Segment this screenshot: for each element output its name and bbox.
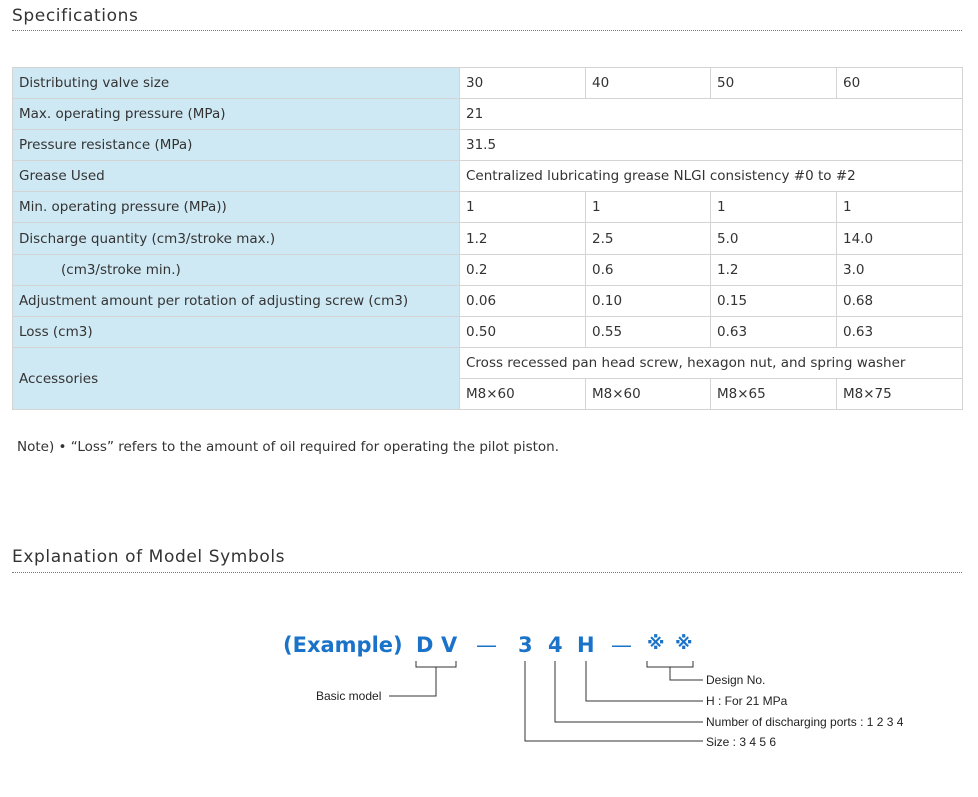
table-cell: 0.6 [585, 254, 711, 286]
table-cell: 1 [459, 191, 586, 223]
row-label: Accessories [12, 347, 460, 410]
table-row: Loss (cm3) 0.50 0.55 0.63 0.63 [12, 316, 963, 348]
row-label: Discharge quantity (cm3/stroke max.) [12, 222, 460, 255]
table-cell: M8×60 [585, 378, 711, 410]
model-symbols-title: Explanation of Model Symbols [12, 547, 286, 567]
table-cell: 1 [585, 191, 711, 223]
specifications-title: Specifications [12, 6, 139, 26]
leader-h [585, 661, 703, 702]
row-label: Grease Used [12, 160, 460, 192]
symbol-ports: 4 [548, 633, 563, 657]
table-cell: Centralized lubricating grease NLGI cons… [459, 160, 963, 192]
symbol-dash: — [476, 633, 497, 657]
design-no-label: Design No. [706, 673, 766, 687]
table-cell: M8×65 [710, 378, 837, 410]
table-cell: M8×75 [836, 378, 963, 410]
leader-ports [554, 661, 703, 723]
row-label: Loss (cm3) [12, 316, 460, 348]
table-cell: 0.68 [836, 285, 963, 317]
symbol-size: 3 [518, 633, 533, 657]
title-divider [12, 572, 962, 573]
leader-basic-model [389, 667, 437, 697]
table-cell: 0.2 [459, 254, 586, 286]
title-divider [12, 30, 962, 31]
table-row: Pressure resistance (MPa) 31.5 [12, 129, 963, 161]
symbol-d: D [416, 633, 434, 657]
table-row: Discharge quantity (cm3/stroke max.) 1.2… [12, 222, 963, 255]
table-cell: 1 [836, 191, 963, 223]
table-cell: 30 [459, 67, 586, 99]
table-cell: 60 [836, 67, 963, 99]
row-label: Distributing valve size [12, 67, 460, 99]
symbol-h: H [577, 633, 595, 657]
table-row: Grease Used Centralized lubricating grea… [12, 160, 963, 192]
note-text: Note) • “Loss” refers to the amount of o… [17, 439, 560, 455]
example-label: (Example) [283, 633, 403, 657]
table-row: Accessories Cross recessed pan head scre… [12, 347, 963, 410]
table-row: M8×60 M8×60 M8×65 M8×75 [13, 378, 963, 410]
symbol-design-1: ※ [647, 633, 665, 654]
table-row: (cm3/stroke min.) 0.2 0.6 1.2 3.0 [12, 254, 963, 286]
leader-size [524, 661, 703, 742]
row-label: Pressure resistance (MPa) [12, 129, 460, 161]
table-cell: 0.63 [836, 316, 963, 348]
bracket-dv [415, 661, 457, 668]
table-row: Distributing valve size 30 40 50 60 [12, 67, 963, 99]
row-label: (cm3/stroke min.) [12, 254, 460, 286]
leader-design-no [669, 667, 703, 681]
table-cell: 14.0 [836, 222, 963, 255]
table-cell: M8×60 [459, 378, 586, 410]
row-label: Min. operating pressure (MPa)) [12, 191, 460, 223]
size-label: Size : 3 4 5 6 [706, 735, 777, 749]
table-cell: 0.06 [459, 285, 586, 317]
pressure-label: H : For 21 MPa [706, 694, 788, 708]
table-cell: 0.55 [585, 316, 711, 348]
table-cell: 1.2 [459, 222, 586, 255]
symbol-dash: — [611, 633, 632, 657]
ports-label: Number of discharging ports : 1 2 3 4 [706, 715, 904, 729]
table-row: Min. operating pressure (MPa)) 1 1 1 1 [12, 191, 963, 223]
specifications-table: Distributing valve size 30 40 50 60 Max.… [12, 67, 963, 410]
table-cell: Cross recessed pan head screw, hexagon n… [459, 347, 963, 379]
table-cell: 0.50 [459, 316, 586, 348]
symbol-v: V [441, 633, 458, 657]
bracket-design [646, 661, 694, 668]
table-cell: 50 [710, 67, 837, 99]
symbol-design-2: ※ [675, 633, 693, 654]
basic-model-label: Basic model [316, 689, 382, 703]
